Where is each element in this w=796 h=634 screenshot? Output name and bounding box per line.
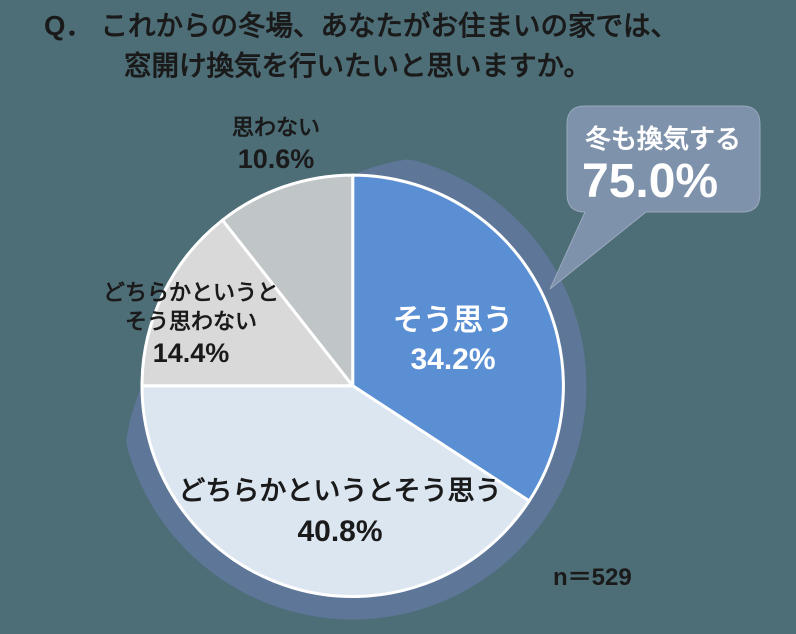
svg-text:40.8%: 40.8% (297, 515, 382, 548)
svg-text:そう思わない: そう思わない (125, 309, 257, 334)
svg-text:どちらかというとそう思う: どちらかというとそう思う (178, 476, 501, 506)
svg-text:そう思う: そう思う (393, 304, 513, 337)
svg-text:14.4%: 14.4% (153, 338, 230, 368)
svg-text:冬も換気する: 冬も換気する (585, 124, 741, 154)
svg-text:75.0%: 75.0% (582, 155, 718, 208)
svg-text:思わない: 思わない (232, 115, 320, 140)
svg-text:10.6%: 10.6% (238, 144, 315, 174)
svg-text:34.2%: 34.2% (410, 343, 495, 376)
svg-text:どちらかというと: どちらかというと (103, 280, 279, 305)
